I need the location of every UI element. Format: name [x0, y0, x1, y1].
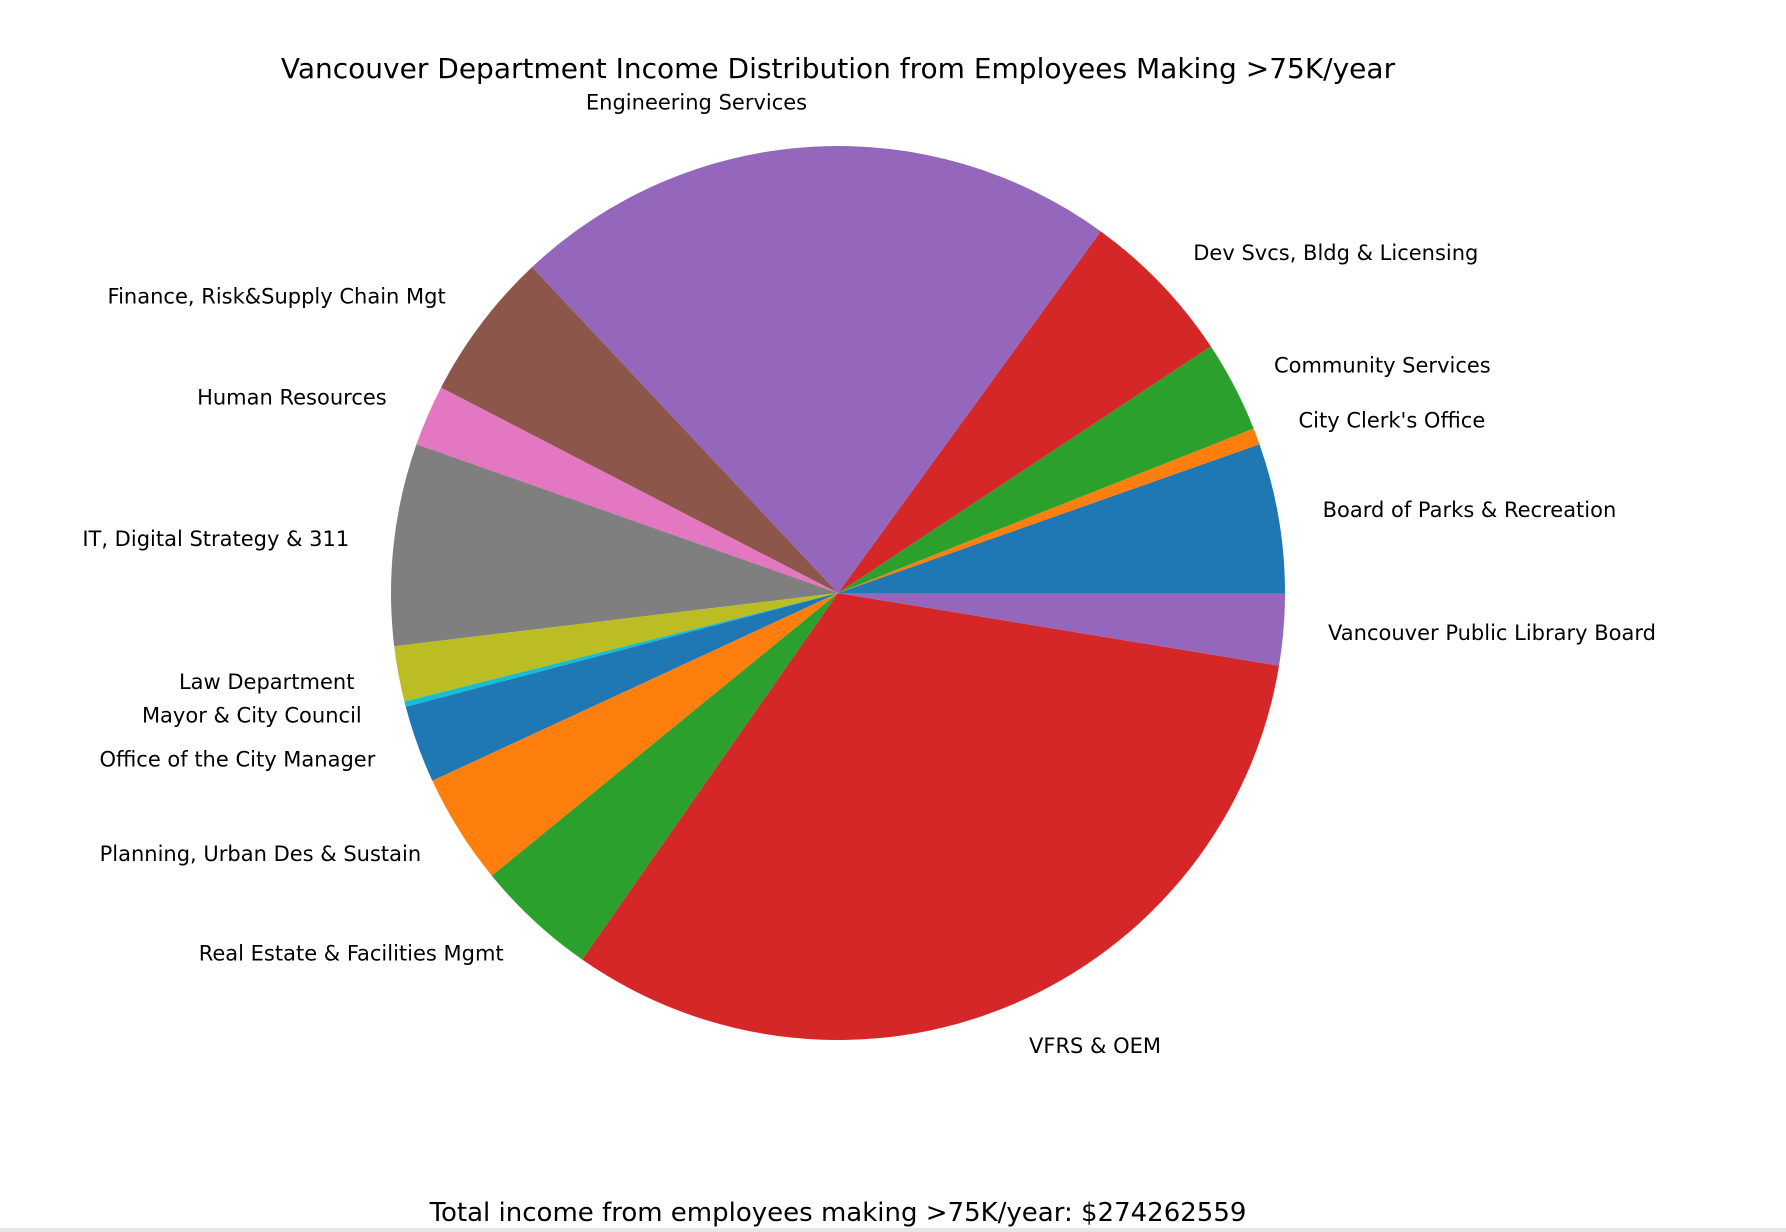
- bottom-divider: [0, 1228, 1786, 1232]
- slice-label-engineering-services: Engineering Services: [586, 90, 807, 114]
- pie-slice-mayor-city-council: [404, 593, 838, 707]
- slice-label-vfrs-oem: VFRS & OEM: [1029, 1034, 1161, 1058]
- slice-label-planning-urban-des-sustain: Planning, Urban Des & Sustain: [100, 842, 422, 866]
- pie-slice-city-clerk-s-office: [838, 428, 1260, 593]
- pie-slice-vfrs-oem: [582, 593, 1280, 1041]
- pie-slice-law-department: [394, 593, 838, 702]
- total-income-caption: Total income from employees making >75K/…: [429, 1198, 1247, 1228]
- pie-slice-community-services: [838, 346, 1254, 593]
- pie-slice-finance-risk-supply-chain-mgt: [441, 267, 838, 593]
- pie-slice-vancouver-public-library-board: [838, 593, 1285, 666]
- pie-slices: [390, 146, 1285, 1041]
- pie-slice-office-of-the-city-manager: [405, 593, 838, 781]
- slice-label-finance-risk-supply-chain-mgt: Finance, Risk&Supply Chain Mgt: [108, 285, 446, 309]
- slice-label-vancouver-public-library-board: Vancouver Public Library Board: [1328, 621, 1656, 645]
- pie-slice-human-resources: [416, 387, 838, 593]
- slice-label-law-department: Law Department: [179, 670, 355, 694]
- pie-slice-engineering-services: [532, 146, 1101, 593]
- pie-slice-board-of-parks-recreation: [838, 444, 1285, 593]
- slice-label-it-digital-strategy-311: IT, Digital Strategy & 311: [82, 527, 349, 551]
- slice-label-human-resources: Human Resources: [197, 386, 387, 410]
- pie-labels: Board of Parks & Recreation City Clerk's …: [82, 90, 1656, 1058]
- slice-label-community-services: Community Services: [1274, 354, 1491, 378]
- pie-slice-it-digital-strategy-311: [390, 444, 838, 647]
- slice-label-dev-svcs-bldg-licensing: Dev Svcs, Bldg & Licensing: [1193, 241, 1478, 265]
- slice-label-mayor-city-council: Mayor & City Council: [142, 703, 362, 727]
- chart-title: Vancouver Department Income Distribution…: [281, 52, 1396, 85]
- pie-slice-dev-svcs-bldg-licensing: [838, 231, 1211, 593]
- pie-slice-planning-urban-des-sustain: [432, 593, 838, 876]
- slice-label-office-of-the-city-manager: Office of the City Manager: [99, 748, 375, 772]
- slice-label-real-estate-facilities-mgmt: Real Estate & Facilities Mgmt: [199, 942, 504, 966]
- pie-slice-real-estate-facilities-mgmt: [491, 593, 838, 960]
- slice-label-board-of-parks-recreation: Board of Parks & Recreation: [1323, 498, 1617, 522]
- slice-label-city-clerk-s-office: City Clerk's Office: [1299, 409, 1486, 433]
